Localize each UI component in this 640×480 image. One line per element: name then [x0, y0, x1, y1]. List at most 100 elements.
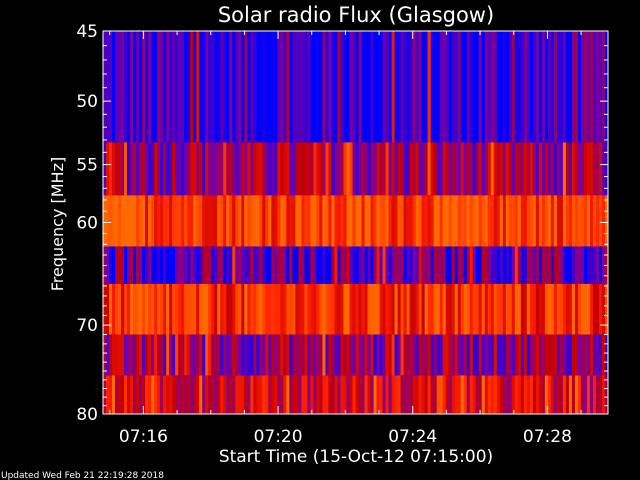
- spectrogram-cell: [565, 334, 570, 376]
- spectrogram-cell: [436, 246, 441, 284]
- spectrogram-cell: [562, 334, 567, 376]
- spectrogram-cell: [517, 31, 522, 143]
- spectrogram-cell: [355, 375, 359, 414]
- spectrogram-cell: [367, 195, 371, 247]
- spectrogram-cell: [529, 375, 534, 414]
- spectrogram-cell: [574, 142, 579, 196]
- spectrogram-cell: [538, 334, 543, 376]
- spectrogram-cell: [151, 195, 155, 247]
- spectrogram-cell: [439, 334, 444, 376]
- spectrogram-cell: [457, 195, 462, 247]
- spectrogram-cell: [541, 195, 546, 247]
- spectrogram-cell: [364, 31, 368, 143]
- spectrogram-cell: [523, 195, 528, 247]
- spectrogram-cell: [532, 375, 537, 414]
- spectrogram-cell: [172, 31, 176, 143]
- spectrogram-cell: [247, 246, 251, 284]
- spectrogram-cell: [457, 375, 462, 414]
- spectrogram-cell: [544, 31, 549, 143]
- spectrogram-cell: [325, 31, 329, 143]
- spectrogram-cell: [148, 195, 152, 247]
- spectrogram-cell: [544, 195, 549, 247]
- spectrogram-cell: [178, 283, 182, 335]
- spectrogram-cell: [433, 142, 438, 196]
- spectrogram-cell: [520, 31, 525, 143]
- spectrogram-cell: [406, 334, 411, 376]
- spectrogram-cell: [319, 195, 323, 247]
- spectrogram-cell: [103, 375, 107, 414]
- spectrogram-cell: [127, 283, 131, 335]
- spectrogram-cell: [484, 334, 489, 376]
- spectrogram-cell: [208, 142, 212, 196]
- spectrogram-cell: [436, 195, 441, 247]
- spectrogram-cell: [280, 195, 284, 247]
- spectrogram-cell: [154, 31, 158, 143]
- spectrogram-cell: [190, 334, 194, 376]
- spectrogram-cell: [514, 334, 519, 376]
- spectrogram-cell: [328, 334, 332, 376]
- spectrogram-cell: [529, 246, 534, 284]
- spectrogram-cell: [166, 375, 170, 414]
- spectrogram-cell: [550, 31, 555, 143]
- spectrogram-cell: [343, 334, 347, 376]
- y-tick-label: 50: [76, 92, 98, 112]
- spectrogram-cell: [568, 283, 573, 335]
- spectrogram-cell: [160, 195, 164, 247]
- spectrogram-cell: [382, 334, 386, 376]
- spectrogram-cell: [343, 195, 347, 247]
- spectrogram-cell: [253, 334, 257, 376]
- spectrogram-cell: [604, 195, 609, 247]
- spectrogram-cell: [145, 334, 149, 376]
- spectrogram-cell: [580, 283, 585, 335]
- spectrogram-cell: [154, 334, 158, 376]
- spectrogram-cell: [571, 142, 576, 196]
- spectrogram-cell: [208, 195, 212, 247]
- spectrogram-cell: [181, 375, 185, 414]
- spectrogram-cell: [286, 142, 290, 196]
- spectrogram-cell: [580, 31, 585, 143]
- spectrogram-cell: [250, 195, 254, 247]
- spectrogram-cell: [292, 375, 296, 414]
- spectrogram-cell: [544, 246, 549, 284]
- spectrogram-cell: [325, 375, 329, 414]
- spectrogram-cell: [226, 195, 230, 247]
- spectrogram-cell: [196, 142, 200, 196]
- spectrogram-cell: [472, 195, 477, 247]
- spectrogram-cell: [463, 31, 468, 143]
- spectrogram-cell: [406, 195, 411, 247]
- spectrogram-cell: [442, 195, 447, 247]
- spectrogram-cell: [601, 142, 606, 196]
- spectrogram-cell: [541, 334, 546, 376]
- spectrogram-cell: [220, 195, 224, 247]
- spectrogram-cell: [475, 195, 480, 247]
- spectrogram-cell: [586, 246, 591, 284]
- spectrogram-cell: [127, 334, 131, 376]
- spectrogram-cell: [436, 375, 441, 414]
- spectrogram-cell: [136, 31, 140, 143]
- spectrogram-cell: [346, 195, 350, 247]
- spectrogram-cell: [157, 195, 161, 247]
- spectrogram-cell: [394, 142, 398, 196]
- spectrogram-cell: [559, 334, 564, 376]
- spectrogram-cell: [283, 246, 287, 284]
- spectrogram-cell: [265, 31, 269, 143]
- spectrogram-cell: [238, 31, 242, 143]
- spectrogram-cell: [223, 142, 227, 196]
- spectrogram-cell: [604, 283, 609, 335]
- spectrogram-cell: [580, 375, 585, 414]
- spectrogram-cell: [412, 375, 417, 414]
- spectrogram-cell: [394, 195, 398, 247]
- spectrogram-cell: [325, 334, 329, 376]
- spectrogram-cell: [391, 246, 395, 284]
- spectrogram-cell: [481, 334, 486, 376]
- spectrogram-cell: [559, 195, 564, 247]
- spectrogram-cell: [547, 334, 552, 376]
- spectrogram-cell: [172, 246, 176, 284]
- spectrogram-cell: [562, 142, 567, 196]
- spectrogram-cell: [538, 142, 543, 196]
- spectrogram-cell: [403, 334, 408, 376]
- spectrogram-cell: [316, 195, 320, 247]
- spectrogram-cell: [184, 142, 188, 196]
- spectrogram-cell: [277, 142, 281, 196]
- spectrogram-cell: [583, 283, 588, 335]
